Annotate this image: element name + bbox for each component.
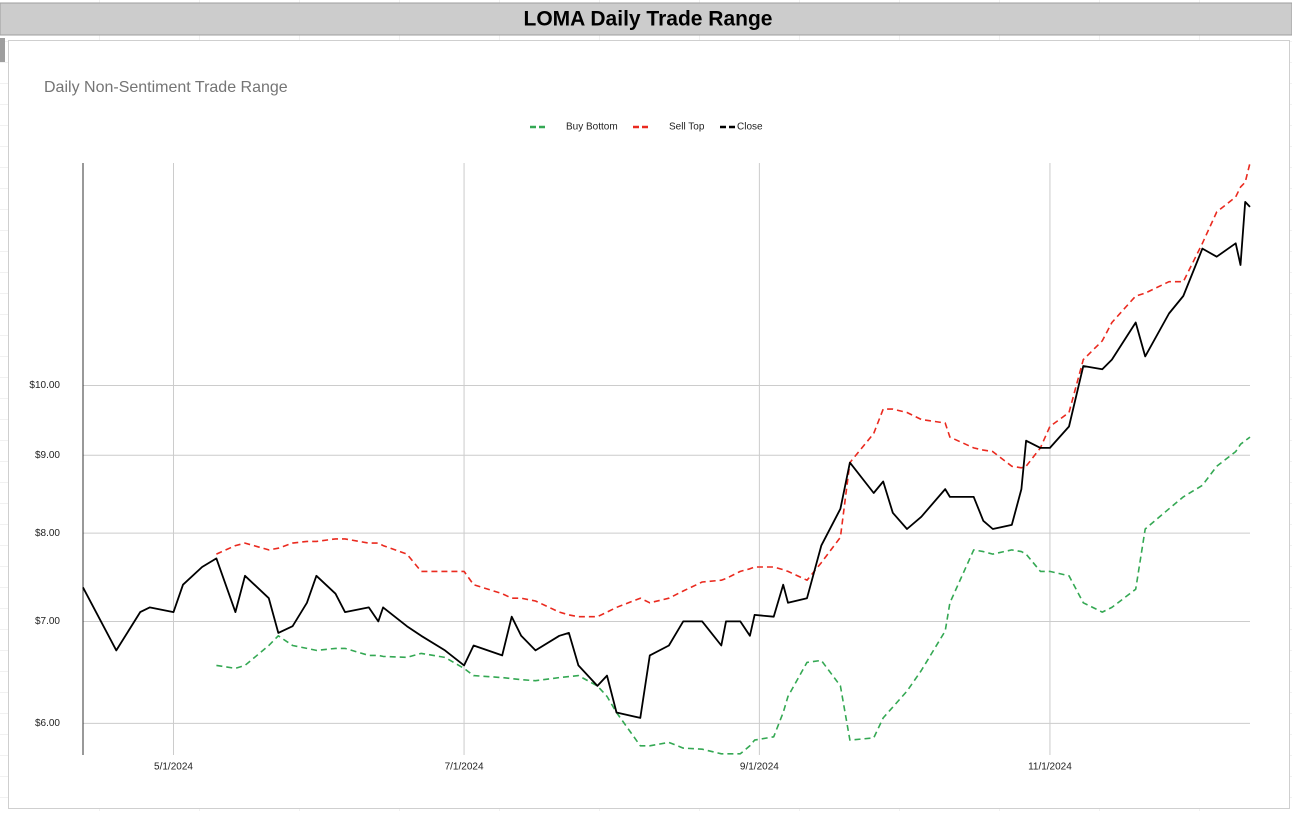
row-marker bbox=[0, 38, 5, 62]
x-tick-label: 11/1/2024 bbox=[1028, 762, 1072, 773]
legend-label: Buy Bottom bbox=[566, 122, 618, 133]
series-line bbox=[82, 201, 1251, 719]
y-tick-label: $9.00 bbox=[35, 450, 60, 461]
plot: $6.00 $7.00 $8.00 $9.00 $10.00 5/1/2024 7/1/20… bbox=[29, 122, 1251, 773]
y-tick-label: $10.00 bbox=[29, 380, 60, 391]
legend-label: Close bbox=[737, 122, 763, 133]
y-tick-label: $8.00 bbox=[35, 528, 60, 539]
legend-label: Sell Top bbox=[669, 122, 705, 133]
chart-box bbox=[8, 40, 1290, 809]
title-bar bbox=[0, 2, 1292, 36]
sheet-title: LOMA Daily Trade Range bbox=[524, 8, 773, 31]
x-tick-label: 9/1/2024 bbox=[740, 762, 779, 773]
x-tick-label: 7/1/2024 bbox=[445, 762, 484, 773]
y-tick-label: $7.00 bbox=[35, 616, 60, 627]
series-line bbox=[216, 162, 1251, 618]
y-tick-label: $6.00 bbox=[35, 718, 60, 729]
chart-title: Daily Non-Sentiment Trade Range bbox=[44, 79, 288, 96]
x-tick-label: 5/1/2024 bbox=[154, 762, 193, 773]
